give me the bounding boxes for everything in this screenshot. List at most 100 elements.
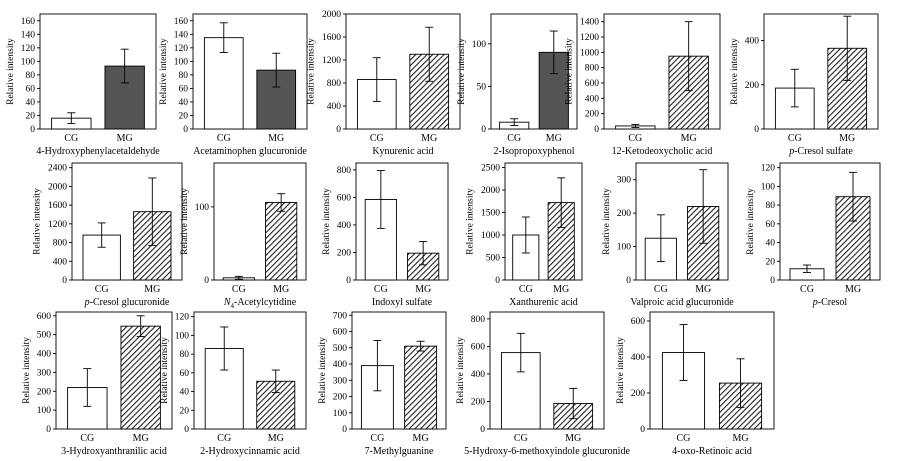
chart-panel-6: 0 200 400 Relative intensity CG MG p-Cresol su… <box>730 13 879 157</box>
chart-title: N4-Acetylcytidine <box>223 297 297 310</box>
plot-frame <box>192 13 308 130</box>
y-tick-label: 2000 <box>48 182 67 192</box>
y-tick-label: 700 <box>333 311 348 321</box>
chart-panel-1: 0 20 40 60 80 100 120 140 160 Relative intensity C… <box>6 13 160 157</box>
y-tick-label: 100 <box>472 40 487 50</box>
title-italic-part: N <box>223 297 232 308</box>
x-category-label: CG <box>677 433 691 444</box>
y-tick-label: 40 <box>766 239 776 249</box>
y-tick-label: 100 <box>174 57 189 67</box>
x-category-label: MG <box>839 133 855 144</box>
y-tick-label: 400 <box>37 350 52 360</box>
y-tick-label: 50 <box>477 82 487 92</box>
chart-panel-11: 0 100 200 300 Relative intensity CG MG Valproic… <box>602 162 734 308</box>
chart-title: 12-Ketodeoxycholic acid <box>612 146 713 157</box>
y-tick-label: 200 <box>37 387 52 397</box>
y-tick-label: 120 <box>21 44 36 54</box>
y-tick-label: 2500 <box>481 164 500 174</box>
x-category-label: CG <box>80 433 94 444</box>
plot-frame <box>603 13 721 130</box>
y-tick-label: 1200 <box>48 220 67 230</box>
bar-mg <box>404 345 438 430</box>
plot-frame <box>649 311 775 430</box>
y-tick-label: 400 <box>53 257 68 267</box>
x-category-label: CG <box>374 284 388 295</box>
chart-panel-7: 0 400 800 1200 1600 2000 2400 Relative intensit… <box>32 162 183 308</box>
y-tick-label: 200 <box>745 81 760 91</box>
y-axis-label: Relative intensity <box>564 38 574 105</box>
y-tick-label: 20 <box>179 111 189 121</box>
y-axis-label: Relative intensity <box>730 38 740 105</box>
y-tick-label: 0 <box>62 276 67 286</box>
y-tick-label: 60 <box>179 84 189 94</box>
y-axis-label: Relative intensity <box>602 188 612 255</box>
x-category-label: CG <box>800 284 814 295</box>
chart-panel-14: 0 20 40 60 80 100 120 Relative intensity CG MG 2-H… <box>160 311 307 457</box>
y-tick-label: 100 <box>617 243 632 253</box>
chart-panel-12: 0 20 40 60 80 100 120 Relative intensity CG MG p-C… <box>746 162 881 308</box>
y-tick-label: 500 <box>37 331 52 341</box>
y-tick-label: 140 <box>174 30 189 40</box>
y-tick-label: 1200 <box>580 33 599 43</box>
y-tick-label: 0 <box>770 276 775 286</box>
x-category-label: CG <box>64 133 78 144</box>
plot-frame <box>490 13 578 130</box>
x-category-label: MG <box>845 284 861 295</box>
chart-title: p-Cresol sulfate <box>788 146 853 157</box>
y-axis-label: Relative intensity <box>160 337 170 404</box>
y-tick-label: 120 <box>175 313 190 323</box>
x-category-label: MG <box>732 433 748 444</box>
y-tick-label: 80 <box>179 71 189 81</box>
chart-title: Kynurenic acid <box>372 146 433 157</box>
y-tick-label: 800 <box>585 64 600 74</box>
y-tick-label: 0 <box>626 276 631 286</box>
title-rest: -Cresol <box>818 297 848 308</box>
y-tick-label: 100 <box>21 57 36 67</box>
chart-title: 4-oxo-Retinoic acid <box>672 446 752 457</box>
y-tick-label: 1500 <box>481 209 500 219</box>
chart-title: 7-Methylguanine <box>365 446 434 457</box>
x-category-label: CG <box>95 284 109 295</box>
y-tick-label: 1600 <box>322 33 341 43</box>
y-tick-label: 0 <box>481 125 486 135</box>
y-tick-label: 1400 <box>580 18 599 28</box>
y-axis-label: Relative intensity <box>306 38 316 105</box>
y-tick-label: 300 <box>37 368 52 378</box>
chart-title: 2-Isopropoxyphenol <box>493 146 574 157</box>
x-category-label: MG <box>421 133 437 144</box>
plot-frame <box>213 162 307 281</box>
x-category-label: MG <box>144 284 160 295</box>
bar-mg <box>265 202 298 281</box>
title-rest: -Cresol glucuronide <box>90 297 170 308</box>
y-axis-label: Relative intensity <box>159 38 169 105</box>
y-tick-label: 600 <box>37 312 52 322</box>
title-rest: -Acetylcytidine <box>234 297 297 308</box>
chart-panel-10: 0 500 1000 1500 2000 2500 Relative intensity CG… <box>465 162 583 308</box>
x-category-label: CG <box>217 133 231 144</box>
chart-title: Valproic acid glucuronide <box>630 297 734 308</box>
chart-title: p-Cresol glucuronide <box>84 297 170 308</box>
x-category-label: MG <box>565 433 581 444</box>
x-category-label: MG <box>681 133 697 144</box>
plot-frame <box>355 162 449 281</box>
y-tick-label: 0 <box>336 125 341 135</box>
y-tick-label: 800 <box>53 239 68 249</box>
chart-title: p-Cresol <box>812 297 848 308</box>
title-italic-part: p <box>788 146 794 157</box>
x-category-label: MG <box>695 284 711 295</box>
x-category-label: MG <box>553 284 569 295</box>
x-category-label: CG <box>519 284 533 295</box>
y-tick-label: 1000 <box>481 231 500 241</box>
y-tick-label: 100 <box>175 331 190 341</box>
plot-frame <box>55 311 173 430</box>
y-tick-label: 80 <box>26 71 36 81</box>
x-category-label: CG <box>628 133 642 144</box>
chart-panel-17: 0 200 400 600 Relative intensity CG MG 4-oxo-Re… <box>616 311 775 457</box>
x-category-label: CG <box>514 433 528 444</box>
y-tick-label: 0 <box>640 425 645 435</box>
y-tick-label: 400 <box>585 94 600 104</box>
y-tick-label: 20 <box>766 257 776 267</box>
chart-title: 4-Hydroxyphenylacetaldehyde <box>36 146 160 157</box>
x-category-label: CG <box>788 133 802 144</box>
y-tick-label: 1600 <box>48 201 67 211</box>
